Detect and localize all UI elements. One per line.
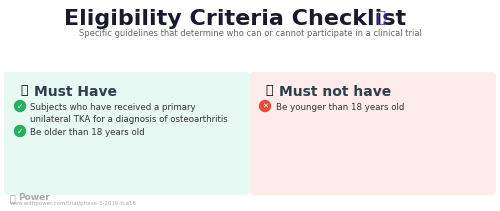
Text: Eligibility Criteria Checklist: Eligibility Criteria Checklist bbox=[64, 9, 406, 29]
Text: Subjects who have received a primary
unilateral TKA for a diagnosis of osteoarth: Subjects who have received a primary uni… bbox=[30, 103, 228, 124]
Text: Power: Power bbox=[18, 193, 50, 202]
Text: 📋: 📋 bbox=[376, 10, 385, 25]
Circle shape bbox=[260, 100, 270, 111]
Circle shape bbox=[14, 126, 26, 137]
Text: www.withpower.com/trial/phase-3-2016-tca16: www.withpower.com/trial/phase-3-2016-tca… bbox=[10, 201, 137, 206]
Text: Be older than 18 years old: Be older than 18 years old bbox=[30, 128, 144, 137]
FancyBboxPatch shape bbox=[250, 72, 496, 195]
Text: ✕: ✕ bbox=[262, 103, 268, 109]
Text: ⏻: ⏻ bbox=[10, 193, 16, 203]
Text: Must Have: Must Have bbox=[34, 85, 117, 99]
Text: Specific guidelines that determine who can or cannot participate in a clinical t: Specific guidelines that determine who c… bbox=[78, 29, 422, 38]
Text: Must not have: Must not have bbox=[279, 85, 391, 99]
FancyBboxPatch shape bbox=[4, 72, 250, 195]
Text: ✓: ✓ bbox=[17, 127, 23, 135]
Text: 👍: 👍 bbox=[20, 84, 28, 97]
Text: 👎: 👎 bbox=[265, 84, 272, 97]
Text: Be younger than 18 years old: Be younger than 18 years old bbox=[276, 103, 404, 112]
Text: ✓: ✓ bbox=[17, 101, 23, 111]
Circle shape bbox=[14, 100, 26, 111]
